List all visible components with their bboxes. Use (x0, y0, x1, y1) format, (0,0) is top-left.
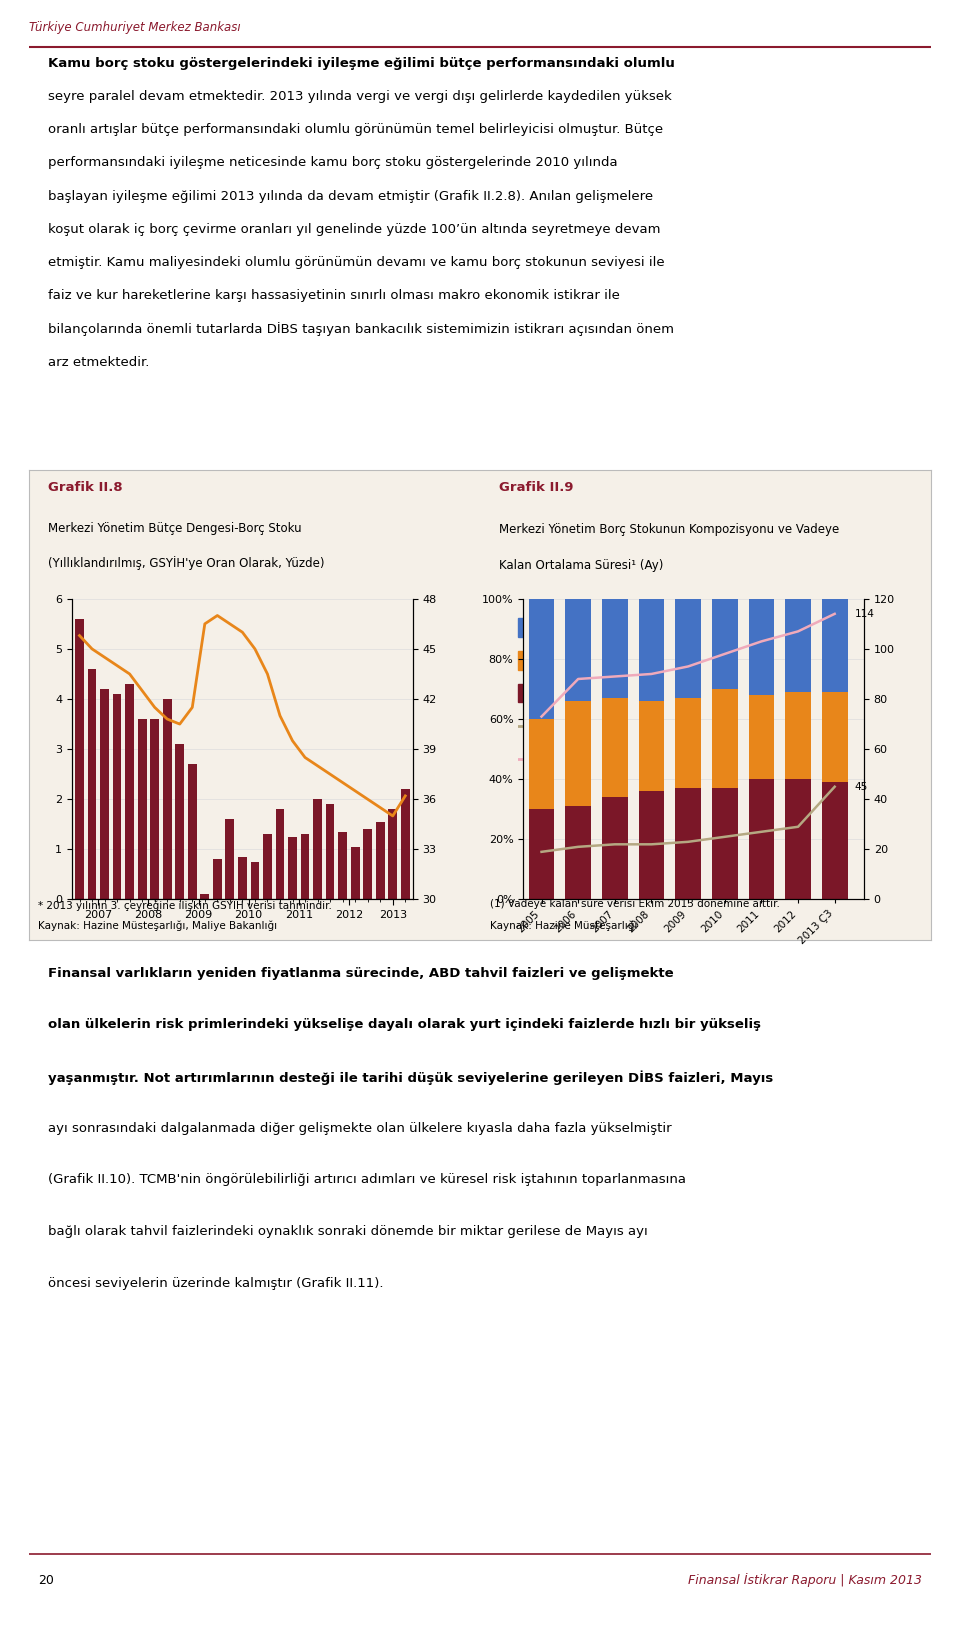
Text: Finansal varlıkların yeniden fiyatlanma sürecinde, ABD tahvil faizleri ve gelişm: Finansal varlıkların yeniden fiyatlanma … (48, 967, 674, 980)
Text: * 2013 yılının 3. çeyreğine ilişkin GSYİH verisi tahmindir.: * 2013 yılının 3. çeyreğine ilişkin GSYİ… (38, 900, 332, 912)
Text: İç Borç Stoku Ort. Vade (Sağ Eksen): İç Borç Stoku Ort. Vade (Sağ Eksen) (557, 718, 767, 733)
Bar (213, 860, 222, 900)
Bar (226, 819, 234, 900)
Text: oranlı artışlar bütçe performansındaki olumlu görünümün temel belirleyicisi olmu: oranlı artışlar bütçe performansındaki o… (48, 124, 663, 136)
Bar (785, 780, 811, 900)
Text: Faiz Dışı Bütçe Dengesi: Faiz Dışı Bütçe Dengesi (152, 681, 289, 694)
Bar (529, 598, 554, 718)
Bar (100, 689, 109, 900)
Bar (822, 782, 848, 900)
Text: Kamu borç stoku göstergelerindeki iyileşme eğilimi bütçe performansındaki olumlu: Kamu borç stoku göstergelerindeki iyileş… (48, 57, 675, 70)
Text: Grafik II.8: Grafik II.8 (48, 481, 123, 494)
Text: Kaynak: Hazine Müsteşarlığı: Kaynak: Hazine Müsteşarlığı (490, 921, 637, 931)
Bar (338, 832, 347, 900)
Text: olan ülkelerin risk primlerindeki yükselişe dayalı olarak yurt içindeki faizlerd: olan ülkelerin risk primlerindeki yüksel… (48, 1019, 761, 1032)
Bar (112, 694, 122, 900)
Bar (350, 847, 360, 900)
Bar (263, 834, 272, 900)
Text: YP cinsi: YP cinsi (557, 621, 601, 634)
Bar (675, 699, 701, 788)
Bar (675, 598, 701, 699)
Bar (518, 684, 548, 702)
Text: (Grafik II.10). TCMB'nin öngörülebilirliği artırıcı adımları ve küresel risk işt: (Grafik II.10). TCMB'nin öngörülebilirli… (48, 1173, 686, 1186)
Bar (749, 780, 774, 900)
Bar (565, 806, 591, 900)
Bar (749, 696, 774, 780)
Bar (712, 598, 737, 689)
Bar (251, 861, 259, 900)
Bar (87, 670, 96, 900)
Bar (638, 598, 664, 700)
Text: başlayan iyileşme eğilimi 2013 yılında da devam etmiştir (Grafik II.2.8). Anılan: başlayan iyileşme eğilimi 2013 yılında d… (48, 190, 653, 203)
Bar (565, 700, 591, 806)
Bar (389, 809, 397, 900)
Bar (276, 809, 284, 900)
Text: Brüt Borç Stoku (Sağ Eksen): Brüt Borç Stoku (Sağ Eksen) (152, 722, 318, 734)
Bar (138, 718, 147, 900)
Bar (785, 692, 811, 780)
Bar (125, 684, 134, 900)
Bar (238, 856, 247, 900)
Bar (188, 764, 197, 900)
Text: (Yıllıklandırılmış, GSYİH'ye Oran Olarak, Yüzde): (Yıllıklandırılmış, GSYİH'ye Oran Olarak… (48, 556, 324, 569)
Text: Türkiye Cumhuriyet Merkez Bankası: Türkiye Cumhuriyet Merkez Bankası (29, 21, 240, 34)
Text: yaşanmıştır. Not artırımlarının desteği ile tarihi düşük seviyelerine gerileyen : yaşanmıştır. Not artırımlarının desteği … (48, 1071, 773, 1084)
Text: koşut olarak iç borç çevirme oranları yıl genelinde yüzde 100’ün altında seyretm: koşut olarak iç borç çevirme oranları yı… (48, 223, 660, 236)
Bar (565, 598, 591, 700)
Bar (288, 837, 297, 900)
Text: performansındaki iyileşme neticesinde kamu borç stoku göstergelerinde 2010 yılın: performansındaki iyileşme neticesinde ka… (48, 156, 617, 169)
Text: arz etmektedir.: arz etmektedir. (48, 356, 150, 369)
Text: 45: 45 (854, 782, 868, 791)
Bar (518, 652, 548, 669)
Text: Kalan Ortalama Süresi¹ (Ay): Kalan Ortalama Süresi¹ (Ay) (499, 559, 663, 572)
Text: 20: 20 (37, 1573, 54, 1586)
Bar (822, 598, 848, 692)
Bar (75, 619, 84, 900)
Text: (1) Vadeye kalan süre verisi Ekim 2013 dönemine aittir.: (1) Vadeye kalan süre verisi Ekim 2013 d… (490, 900, 780, 910)
Text: seyre paralel devam etmektedir. 2013 yılında vergi ve vergi dışı gelirlerde kayd: seyre paralel devam etmektedir. 2013 yıl… (48, 89, 672, 102)
Bar (201, 894, 209, 900)
Bar (151, 718, 159, 900)
Bar (325, 804, 334, 900)
Text: bilançolarında önemli tutarlarda DİBS taşıyan bankacılık sistemimizin istikrarı : bilançolarında önemli tutarlarda DİBS ta… (48, 322, 674, 336)
Bar (529, 809, 554, 900)
Bar (602, 699, 628, 798)
Bar (375, 822, 385, 900)
Text: Merkezi Yönetim Borç Stokunun Kompozisyonu ve Vadeye: Merkezi Yönetim Borç Stokunun Kompozisyo… (499, 523, 839, 536)
Text: Değişken Faizli: Değişken Faizli (557, 653, 644, 666)
Text: ayı sonrasındaki dalgalanmada diğer gelişmekte olan ülkelere kıyasla daha fazla : ayı sonrasındaki dalgalanmada diğer geli… (48, 1121, 672, 1134)
Bar (675, 788, 701, 900)
Bar (638, 791, 664, 900)
Text: Dış Borç Stoku Ort. Vade. (Sağ Eksen): Dış Borç Stoku Ort. Vade. (Sağ Eksen) (557, 752, 780, 765)
Bar (518, 618, 548, 637)
Text: 114: 114 (854, 609, 875, 619)
Bar (749, 598, 774, 696)
Text: öncesi seviyelerin üzerinde kalmıştır (Grafik II.11).: öncesi seviyelerin üzerinde kalmıştır (G… (48, 1277, 383, 1290)
Text: Finansal İstikrar Raporu | Kasım 2013: Finansal İstikrar Raporu | Kasım 2013 (688, 1573, 923, 1588)
Bar (300, 834, 309, 900)
Bar (638, 700, 664, 791)
Text: Merkezi Yönetim Bütçe Dengesi-Borç Stoku: Merkezi Yönetim Bütçe Dengesi-Borç Stoku (48, 522, 301, 535)
Bar (313, 800, 322, 900)
Bar (712, 689, 737, 788)
Text: Grafik II.9: Grafik II.9 (499, 481, 574, 494)
Bar (602, 798, 628, 900)
Text: Sabit Faizli: Sabit Faizli (557, 686, 619, 699)
Bar (712, 788, 737, 900)
Bar (176, 744, 184, 900)
Bar (401, 790, 410, 900)
Text: Kaynak: Hazine Müsteşarlığı, Maliye Bakanlığı: Kaynak: Hazine Müsteşarlığı, Maliye Baka… (38, 921, 277, 931)
Text: etmiştir. Kamu maliyesindeki olumlu görünümün devamı ve kamu borç stokunun seviy: etmiştir. Kamu maliyesindeki olumlu görü… (48, 257, 664, 270)
Bar (163, 699, 172, 900)
Bar (822, 692, 848, 782)
Bar (529, 718, 554, 809)
Bar (785, 598, 811, 692)
Bar (363, 829, 372, 900)
Bar (602, 598, 628, 699)
Text: faiz ve kur hareketlerine karşı hassasiyetinin sınırlı olması makro ekonomik ist: faiz ve kur hareketlerine karşı hassasiy… (48, 289, 620, 302)
Text: bağlı olarak tahvil faizlerindeki oynaklık sonraki dönemde bir miktar gerilese d: bağlı olarak tahvil faizlerindeki oynakl… (48, 1225, 648, 1238)
